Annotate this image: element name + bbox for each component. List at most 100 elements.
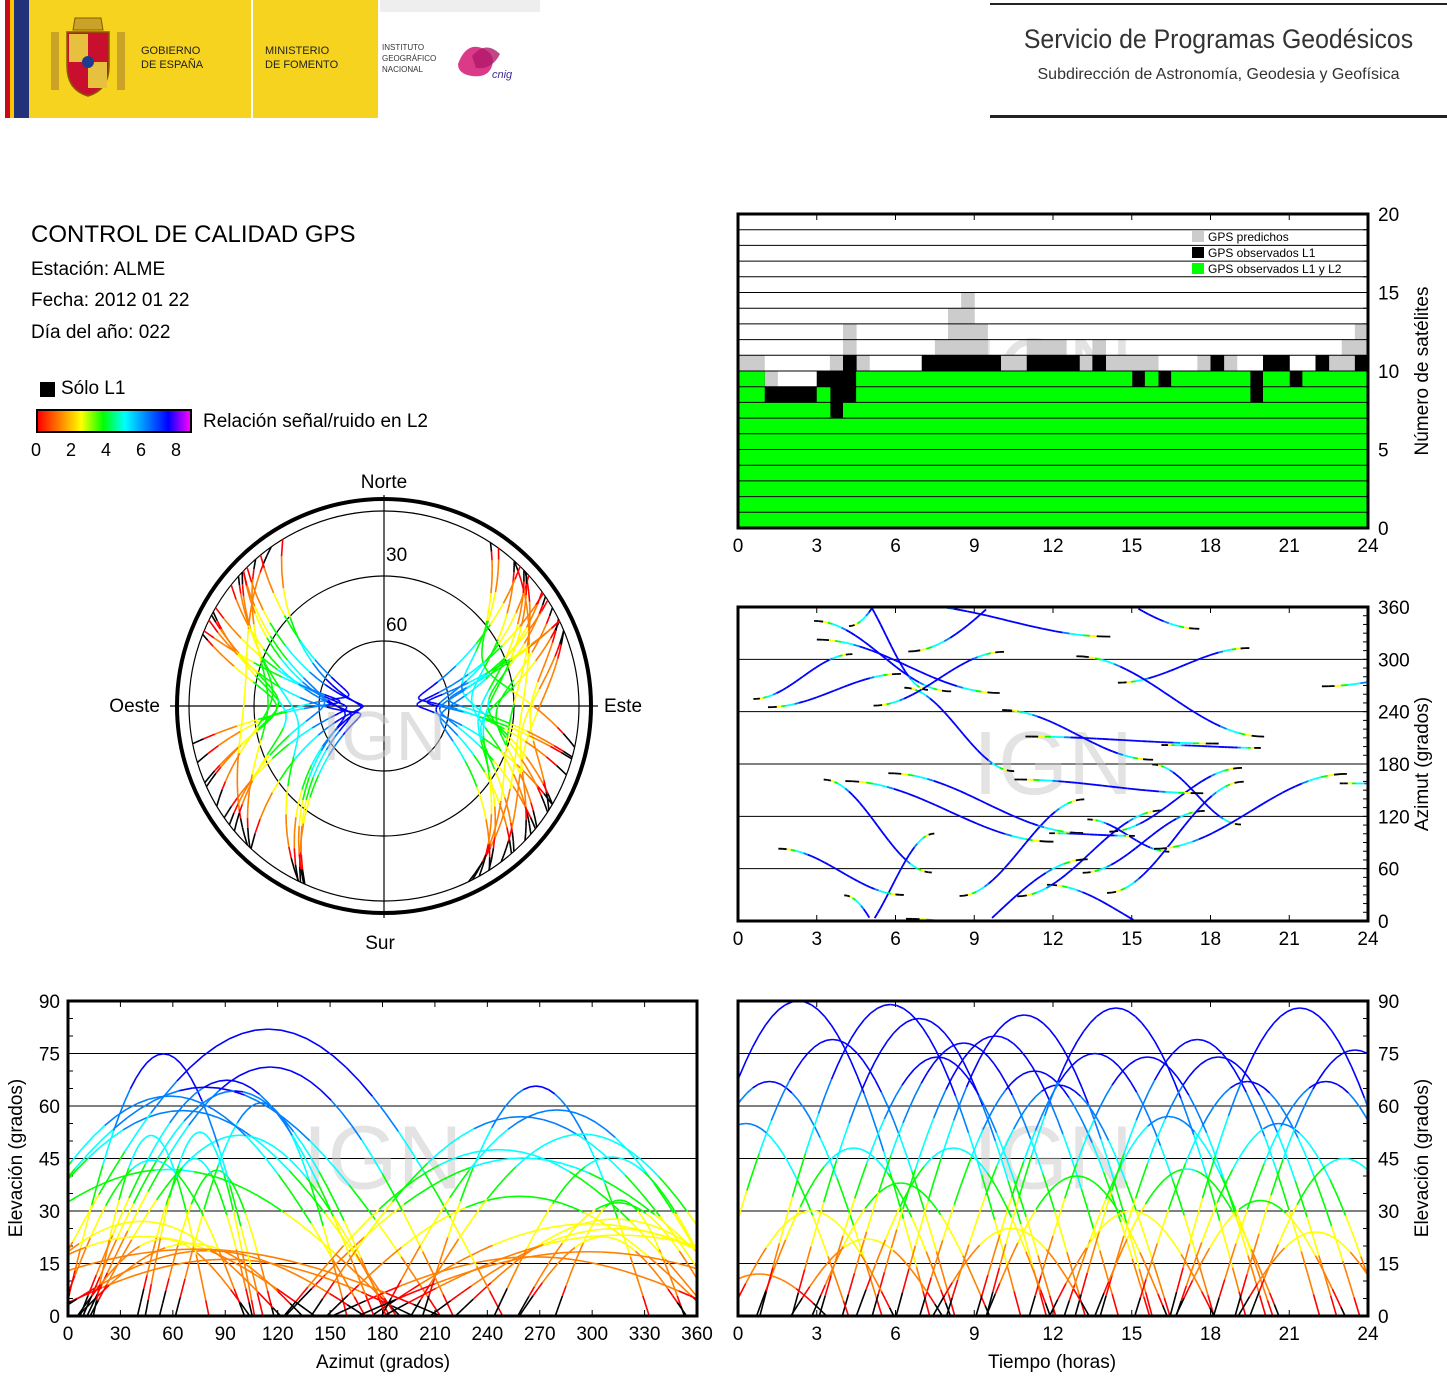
y-tick-label: 45 [39,1150,60,1171]
skyplot-segment [518,773,521,780]
azimuth-segment [1135,822,1141,827]
elevation-azimuth-segment [610,1139,621,1146]
elevation-azimuth-segment [297,1288,313,1303]
azimuth-segment [1197,780,1203,785]
skyplot-segment [517,784,520,791]
elevation-azimuth-segment [360,1139,373,1157]
azimuth-segment [1129,881,1135,887]
skyplot-segment [305,652,314,664]
skyplot-segment [492,684,497,690]
skyplot-segment [540,645,547,655]
azimuth-segment [929,697,935,703]
skyplot-segment [496,775,501,783]
skyplot-segment [347,694,350,697]
azimuth-segment [841,641,848,645]
skyplot-segment [488,695,491,700]
skyplot-segment [461,724,471,731]
skyplot-segment [305,787,311,801]
elevation-time-segment [1016,1073,1024,1079]
skyplot-segment [225,636,232,645]
skyplot-segment [447,688,455,693]
azimuth-segment [823,861,829,866]
skyplot-segment [428,709,435,714]
elevation-time-segment [810,1223,819,1247]
elevation-azimuth-segment [657,1237,672,1241]
skyplot-segment [508,765,515,775]
elevation-time-segment [1076,1056,1084,1062]
elevation-azimuth-segment [127,1210,139,1232]
azimuth-segment [1166,802,1172,808]
elevation-azimuth-segment [160,1122,171,1136]
azimuth-segment [907,687,912,690]
azimuth-segment [876,618,882,625]
azimuth-segment [1353,682,1361,686]
skyplot-segment [251,766,255,775]
elevation-azimuth-segment [706,1281,718,1298]
azimuth-segment [1036,889,1042,894]
elevation-time-segment [890,1003,897,1007]
skyplot-segment [233,647,240,654]
azimuth-segment [1175,795,1181,801]
skyplot-segment [287,700,293,706]
azimuth-segment [1113,830,1119,833]
azimuth-segment [1077,782,1084,785]
elevation-azimuth-segment [391,1191,404,1212]
skyplot-segment [258,672,270,682]
elevation-azimuth-segment [261,1102,267,1105]
skyplot-segment [257,647,261,655]
elevation-time-segment [906,1206,913,1218]
elevation-azimuth-segment [250,1252,265,1257]
elevation-time-segment [863,1012,872,1021]
skyplot-segment [317,728,327,736]
elevation-azimuth-segment [709,1275,716,1289]
elevation-time-segment [1157,1279,1166,1299]
skyplot-segment [428,702,432,706]
elevation-azimuth-segment [515,1157,526,1168]
azimuth-segment [898,852,904,858]
elevation-azimuth-segment [107,1238,118,1259]
azimuth-segment [1037,715,1043,720]
elevation-time-segment [1005,1082,1013,1091]
azimuth-segment [803,852,808,856]
elevation-azimuth-segment [235,1189,240,1197]
skyplot-segment [521,697,529,703]
skyplot-segment [317,708,322,713]
elevation-time-segment [1082,1022,1091,1032]
skyplot-segment [275,709,278,713]
skyplot-segment [361,705,364,707]
azimuth-segment [962,816,971,822]
elevation-azimuth-segment [146,1159,153,1162]
elevation-time-segment [940,1138,949,1159]
skyplot-segment [358,707,362,711]
azimuth-segment [1140,788,1147,792]
skyplot-segment [521,592,525,604]
skyplot-segment [478,734,482,741]
skyplot-segment [271,695,274,700]
elevation-time-segment [1068,1097,1076,1108]
skyplot-segment [299,696,310,703]
azimuth-segment [1231,822,1236,825]
elevation-azimuth-segment [248,1302,254,1316]
skyplot-segment [250,719,263,727]
skyplot-segment [532,740,536,746]
azimuth-segment [960,609,968,613]
skyplot-segment [494,581,498,593]
elevation-time-segment [740,1092,748,1100]
elevation-azimuth-segment [250,1299,256,1316]
azimuth-segment [920,647,927,652]
skyplot-segment [477,729,481,736]
skyplot-segment [497,821,503,831]
elevation-time-segment [902,1218,911,1243]
elevation-azimuth-segment [552,1193,560,1205]
skyplot-segment [526,730,537,737]
elevation-azimuth-segment [508,1259,518,1269]
elevation-azimuth-segment [182,1180,189,1189]
elevation-azimuth-segment [401,1238,413,1248]
elevation-time-segment [991,1029,1000,1039]
elevation-azimuth-segment [177,1101,187,1113]
elevation-azimuth-segment [173,1057,181,1064]
azimuth-segment [916,688,922,693]
elevation-azimuth-segment [124,1236,134,1239]
skyplot-segment [215,797,221,807]
elevation-time-segment [1099,1250,1107,1273]
